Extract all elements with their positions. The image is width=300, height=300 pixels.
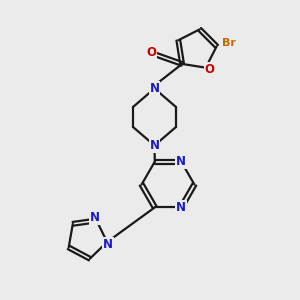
Text: N: N (149, 139, 160, 152)
Text: N: N (176, 201, 186, 214)
Text: Br: Br (222, 38, 236, 48)
Text: N: N (90, 211, 100, 224)
Text: O: O (204, 63, 214, 76)
Text: O: O (146, 46, 156, 59)
Text: N: N (103, 238, 113, 251)
Text: N: N (149, 82, 160, 95)
Text: N: N (176, 155, 186, 168)
